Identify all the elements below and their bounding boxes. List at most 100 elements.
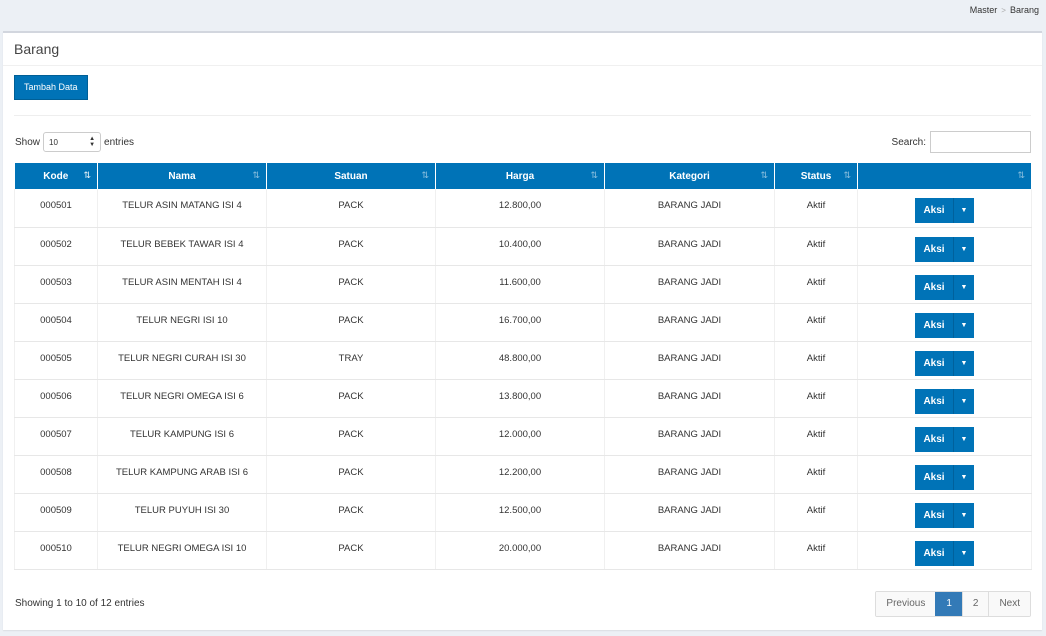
table-row: 000508 TELUR KAMPUNG ARAB ISI 6 PACK 12.… [14, 455, 1032, 494]
caret-down-icon[interactable]: ▼ [954, 502, 974, 528]
aksi-button[interactable]: Aksi [915, 236, 954, 262]
cell-harga: 10.400,00 [435, 227, 605, 266]
cell-harga: 20.000,00 [435, 531, 605, 570]
cell-kategori: BARANG JADI [604, 341, 775, 380]
cell-satuan: PACK [266, 455, 436, 494]
aksi-button-group: Aksi ▼ [915, 388, 974, 414]
entries-length-value: 10 [49, 137, 58, 147]
cell-status: Aktif [774, 455, 858, 494]
cell-nama: TELUR NEGRI OMEGA ISI 6 [97, 379, 267, 418]
cell-harga: 12.800,00 [435, 189, 605, 228]
cell-status: Aktif [774, 227, 858, 266]
caret-down-icon[interactable]: ▼ [954, 312, 974, 338]
cell-status: Aktif [774, 303, 858, 342]
aksi-button[interactable]: Aksi [915, 464, 954, 490]
caret-down-icon[interactable]: ▼ [954, 198, 974, 223]
aksi-button-group: Aksi ▼ [915, 350, 974, 376]
table-info: Showing 1 to 10 of 12 entries [15, 598, 145, 609]
pagination-previous[interactable]: Previous [876, 592, 936, 616]
aksi-button[interactable]: Aksi [915, 540, 954, 566]
table-row: 000510 TELUR NEGRI OMEGA ISI 10 PACK 20.… [14, 531, 1032, 570]
cell-aksi: Aksi ▼ [857, 227, 1032, 266]
cell-nama: TELUR ASIN MATANG ISI 4 [97, 189, 267, 228]
cell-aksi: Aksi ▼ [857, 341, 1032, 380]
cell-kategori: BARANG JADI [604, 417, 775, 456]
caret-down-icon[interactable]: ▼ [954, 426, 974, 452]
aksi-button-group: Aksi ▼ [915, 540, 974, 566]
add-data-button[interactable]: Tambah Data [14, 75, 88, 100]
cell-nama: TELUR NEGRI ISI 10 [97, 303, 267, 342]
cell-nama: TELUR PUYUH ISI 30 [97, 493, 267, 532]
divider [14, 115, 1031, 116]
aksi-button-group: Aksi ▼ [915, 236, 974, 262]
search-input[interactable] [930, 131, 1031, 153]
page-title: Barang [14, 41, 60, 57]
table-row: 000504 TELUR NEGRI ISI 10 PACK 16.700,00… [14, 303, 1032, 342]
aksi-button[interactable]: Aksi [915, 198, 954, 223]
cell-status: Aktif [774, 265, 858, 304]
cell-harga: 13.800,00 [435, 379, 605, 418]
cell-kode: 000508 [14, 455, 98, 494]
column-header-aksi[interactable]: ⇅ [857, 163, 1032, 189]
cell-kode: 000505 [14, 341, 98, 380]
select-arrows-icon: ▲ ▼ [89, 136, 96, 148]
table-row: 000505 TELUR NEGRI CURAH ISI 30 TRAY 48.… [14, 341, 1032, 380]
cell-satuan: PACK [266, 227, 436, 266]
caret-down-icon[interactable]: ▼ [954, 540, 974, 566]
aksi-button[interactable]: Aksi [915, 312, 954, 338]
caret-down-icon[interactable]: ▼ [954, 388, 974, 414]
cell-aksi: Aksi ▼ [857, 417, 1032, 456]
caret-down-icon[interactable]: ▼ [954, 274, 974, 300]
barang-table: Kode ⇅ Nama ⇅ Satuan ⇅ Harga ⇅ Kategori ⇅ Sta… [14, 163, 1032, 570]
column-header-nama[interactable]: Nama ⇅ [97, 163, 267, 189]
caret-down-icon[interactable]: ▼ [954, 464, 974, 490]
column-header-kode[interactable]: Kode ⇅ [14, 163, 98, 189]
cell-status: Aktif [774, 379, 858, 418]
column-header-satuan[interactable]: Satuan ⇅ [266, 163, 436, 189]
entries-label: entries [104, 136, 135, 148]
cell-satuan: PACK [266, 417, 436, 456]
cell-satuan: PACK [266, 493, 436, 532]
cell-kode: 000506 [14, 379, 98, 418]
breadcrumb-item-master[interactable]: Master [969, 5, 998, 15]
cell-satuan: PACK [266, 265, 436, 304]
sort-icon: ⇅ [252, 170, 260, 180]
cell-kategori: BARANG JADI [604, 531, 775, 570]
entries-length-select[interactable]: 10 ▲ ▼ [43, 132, 102, 152]
cell-kategori: BARANG JADI [604, 189, 775, 228]
column-header-harga[interactable]: Harga ⇅ [435, 163, 605, 189]
cell-harga: 12.500,00 [435, 493, 605, 532]
search-label: Search: [891, 136, 926, 148]
cell-aksi: Aksi ▼ [857, 189, 1032, 228]
column-header-status[interactable]: Status ⇅ [774, 163, 858, 189]
aksi-button-group: Aksi ▼ [915, 274, 974, 300]
caret-down-icon[interactable]: ▼ [954, 236, 974, 262]
column-label: Kategori [669, 170, 710, 182]
aksi-button[interactable]: Aksi [915, 350, 954, 376]
cell-satuan: PACK [266, 303, 436, 342]
pagination-next[interactable]: Next [988, 592, 1030, 616]
aksi-button[interactable]: Aksi [915, 502, 954, 528]
column-label: Harga [505, 170, 535, 182]
pagination-page-2[interactable]: 2 [961, 592, 989, 616]
cell-aksi: Aksi ▼ [857, 493, 1032, 532]
cell-status: Aktif [774, 417, 858, 456]
cell-kategori: BARANG JADI [604, 265, 775, 304]
cell-nama: TELUR NEGRI CURAH ISI 30 [97, 341, 267, 380]
pagination-page-1[interactable]: 1 [935, 592, 962, 616]
aksi-button[interactable]: Aksi [915, 388, 954, 414]
cell-kode: 000502 [14, 227, 98, 266]
cell-status: Aktif [774, 493, 858, 532]
cell-harga: 12.000,00 [435, 417, 605, 456]
sort-ascending-icon: ⇅ [83, 170, 91, 180]
column-header-kategori[interactable]: Kategori ⇅ [604, 163, 775, 189]
aksi-button[interactable]: Aksi [915, 274, 954, 300]
cell-kategori: BARANG JADI [604, 493, 775, 532]
aksi-button[interactable]: Aksi [915, 426, 954, 452]
caret-down-icon[interactable]: ▼ [954, 350, 974, 376]
table-row: 000506 TELUR NEGRI OMEGA ISI 6 PACK 13.8… [14, 379, 1032, 418]
cell-status: Aktif [774, 189, 858, 228]
column-label: Status [800, 170, 832, 182]
table-row: 000509 TELUR PUYUH ISI 30 PACK 12.500,00… [14, 493, 1032, 532]
breadcrumb-separator: > [1001, 5, 1006, 15]
